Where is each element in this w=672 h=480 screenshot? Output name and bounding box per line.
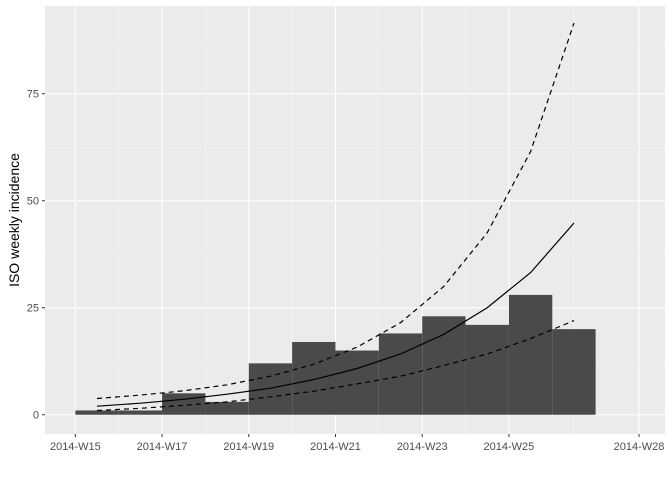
incidence-bar xyxy=(508,294,553,415)
x-tick-label: 2014-W19 xyxy=(223,441,274,453)
incidence-bar xyxy=(205,401,249,415)
incidence-bar xyxy=(422,316,466,415)
incidence-bar xyxy=(292,341,336,415)
x-tick-label: 2014-W25 xyxy=(484,441,535,453)
y-axis-title: ISO weekly incidence xyxy=(6,153,22,287)
x-tick-label: 2014-W28 xyxy=(614,441,665,453)
incidence-bar xyxy=(162,393,206,415)
projection-bound-line xyxy=(96,22,575,400)
y-tick-label: 50 xyxy=(27,196,39,208)
projection-line xyxy=(96,222,575,407)
incidence-bars xyxy=(75,294,596,415)
incidence-bar xyxy=(335,350,379,415)
incidence-bar xyxy=(118,410,163,415)
incidence-bar xyxy=(465,324,509,415)
incidence-bar xyxy=(378,333,423,415)
x-tick-label: 2014-W23 xyxy=(397,441,448,453)
x-tick-label: 2014-W15 xyxy=(50,441,101,453)
incidence-bar xyxy=(75,410,119,415)
incidence-bar xyxy=(552,329,596,415)
incidence-bar xyxy=(248,363,293,415)
x-axis: 2014-W15 2014-W17 2014-W19 2014-W21 2014-W23… xyxy=(50,434,664,453)
x-tick-label: 2014-W21 xyxy=(310,441,361,453)
y-tick-label: 0 xyxy=(33,410,39,422)
y-axis: 0 25 50 75 xyxy=(27,89,45,422)
x-tick-label: 2014-W17 xyxy=(137,441,188,453)
projection-lines xyxy=(96,22,575,412)
y-tick-label: 25 xyxy=(27,303,39,315)
y-tick-label: 75 xyxy=(27,89,39,101)
